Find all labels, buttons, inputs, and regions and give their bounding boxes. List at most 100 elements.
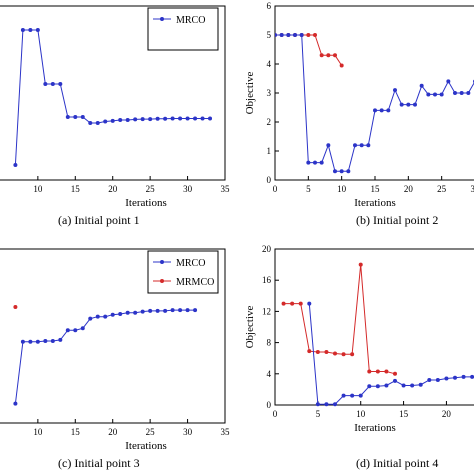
legend-swatch-marker (160, 260, 164, 264)
x-tick-label: 10 (356, 409, 366, 419)
data-point-mrco (393, 88, 397, 93)
x-axis-label: Iterations (354, 197, 396, 209)
legend-label-mrmco: MRMCO (176, 277, 214, 288)
data-point-mrco (275, 33, 277, 37)
data-point-mrco (433, 92, 437, 97)
data-point-mrmco (358, 262, 363, 267)
x-tick-label: 15 (71, 427, 81, 437)
data-point-mrmco (319, 53, 324, 58)
y-tick-label: 4 (267, 59, 272, 69)
data-point-mrco (140, 309, 145, 314)
data-point-mrco (379, 108, 384, 113)
data-point-mrmco (333, 53, 337, 58)
data-point-mrco (341, 393, 346, 398)
y-tick-label: 1 (267, 146, 272, 156)
data-point-mrmco (326, 53, 331, 58)
legend: MRCO (147, 7, 219, 51)
data-point-mrco (413, 102, 417, 107)
data-point-mrco (315, 402, 320, 407)
data-point-mrmco (384, 369, 389, 374)
data-point-mrco (155, 116, 160, 121)
data-point-mrco (418, 382, 423, 387)
y-tick-label: 0 (267, 175, 272, 185)
data-point-mrco (279, 33, 284, 37)
data-point-mrco (406, 102, 411, 107)
data-point-mrco (333, 169, 337, 174)
data-point-mrco (95, 121, 100, 125)
data-point-mrco (453, 375, 457, 380)
data-point-mrmco (315, 349, 320, 354)
data-point-mrco (155, 308, 160, 313)
data-point-mrmco (350, 352, 355, 357)
data-point-mrco (178, 308, 183, 313)
legend-swatch-marker (160, 17, 164, 21)
data-point-mrco (333, 402, 337, 407)
caption-a: (a) Initial point 1 (58, 213, 140, 227)
x-tick-label: 20 (108, 427, 118, 437)
series-mrmco (281, 262, 397, 376)
data-point-mrmco (281, 301, 286, 306)
y-tick-label: 8 (267, 338, 272, 348)
y-tick-label: 6 (267, 1, 272, 11)
x-tick-label: 20 (404, 184, 414, 194)
data-point-mrco (453, 91, 457, 95)
data-point-mrco (426, 92, 431, 97)
data-point-mrco (65, 328, 70, 333)
data-point-mrco (367, 384, 372, 389)
data-point-mrco (444, 376, 449, 381)
plot-frame (0, 248, 226, 424)
data-point-mrco (350, 393, 355, 398)
x-tick-label: 30 (183, 184, 193, 194)
x-tick-label: 30 (471, 184, 474, 194)
data-point-mrmco (324, 349, 329, 354)
data-point-mrco (306, 160, 311, 165)
x-axis-label: Iterations (125, 440, 167, 452)
data-point-mrco (386, 108, 391, 113)
caption-b: (b) Initial point 2 (356, 213, 439, 227)
data-point-mrmco (339, 63, 344, 68)
data-point-mrco (319, 160, 324, 165)
x-tick-label: 25 (146, 184, 156, 194)
data-point-mrmco (393, 371, 397, 376)
data-point-mrco (193, 308, 198, 313)
data-point-mrco (88, 121, 93, 125)
x-tick-label: 20 (108, 184, 118, 194)
data-point-mrco (384, 383, 389, 388)
data-point-mrco (307, 301, 312, 306)
x-tick-label: 0 (273, 409, 278, 419)
y-tick-label: 20 (262, 244, 272, 254)
series-mrco (275, 33, 474, 174)
x-axis-label: Iterations (354, 422, 396, 434)
data-point-mrco (313, 160, 317, 165)
data-point-mrco (140, 117, 145, 122)
y-tick-label: 5 (267, 30, 272, 40)
caption-d: (d) Initial point 4 (356, 456, 439, 470)
y-tick-label: 12 (262, 306, 271, 316)
x-tick-label: 10 (33, 427, 43, 437)
data-point-mrmco (298, 301, 303, 306)
data-point-mrco (366, 143, 371, 148)
data-point-mrco (359, 143, 364, 148)
data-point-mrco (13, 401, 18, 406)
data-point-mrco (118, 311, 123, 316)
data-point-mrco (439, 92, 444, 97)
y-tick-label: 0 (267, 400, 272, 410)
x-tick-label: 10 (33, 184, 43, 194)
data-point-mrco (110, 118, 115, 123)
data-point-mrmco (341, 352, 346, 357)
data-point-mrco (346, 169, 351, 174)
x-tick-label: 35 (221, 427, 231, 437)
x-tick-label: 35 (221, 184, 231, 194)
y-tick-label: 16 (262, 275, 272, 285)
series-mrco (13, 308, 198, 406)
data-point-mrmco (306, 33, 311, 37)
data-point-mrco (200, 116, 205, 121)
data-point-mrmco (333, 351, 337, 356)
data-point-mrco (110, 312, 115, 317)
data-point-mrco (43, 339, 48, 344)
data-point-mrco (410, 383, 415, 388)
y-axis-label: Objective (244, 306, 256, 349)
data-point-mrco (103, 314, 108, 319)
chart-panel-d: 0510152025048121620IterationsObjective (244, 244, 474, 434)
